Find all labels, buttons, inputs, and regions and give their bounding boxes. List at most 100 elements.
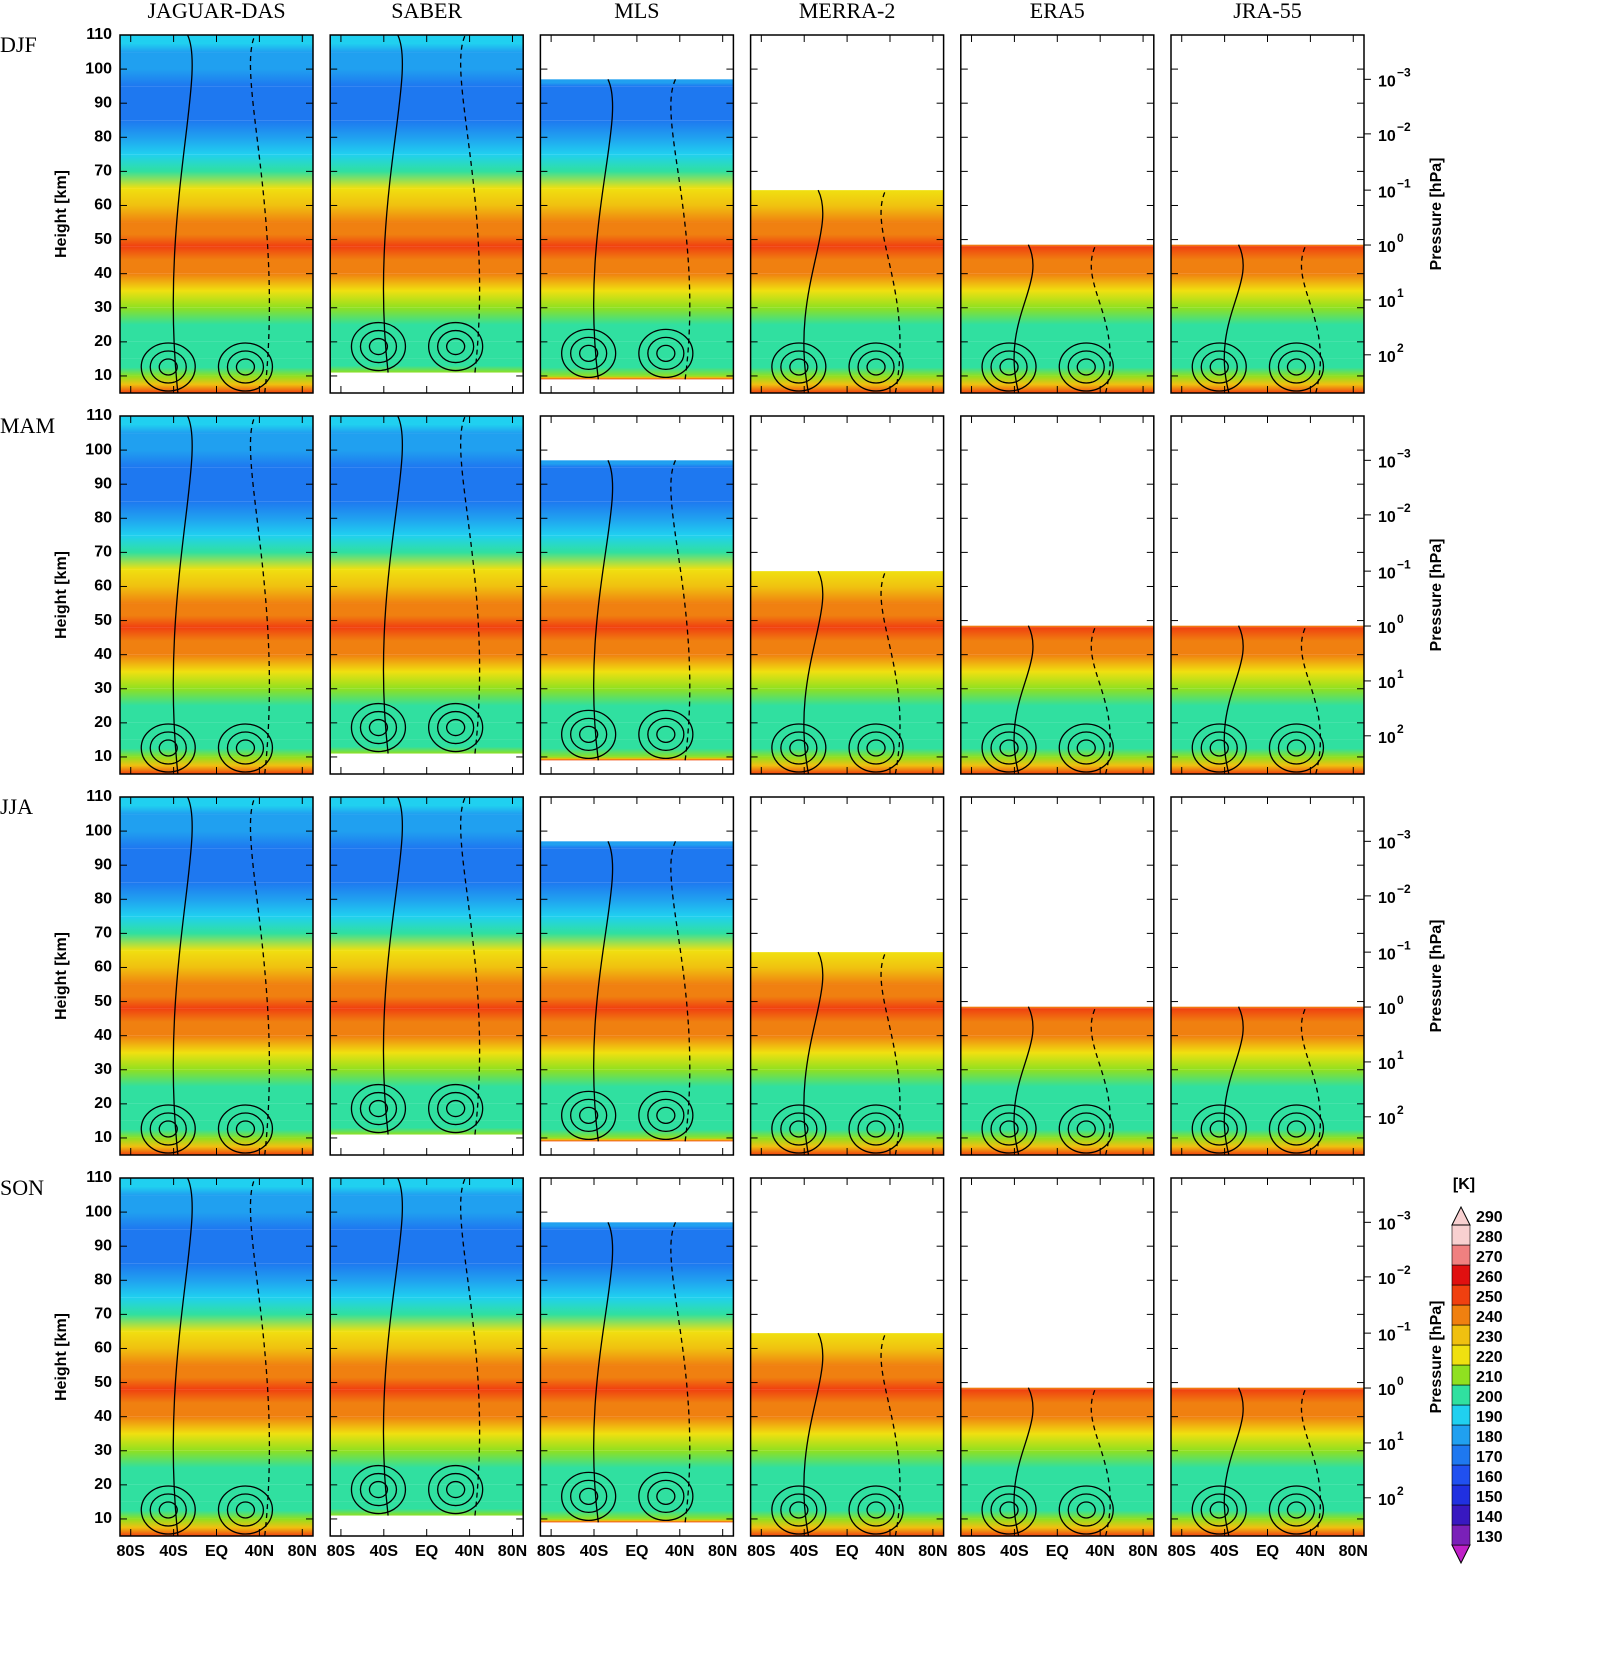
colorbar-label: 170 bbox=[1476, 1449, 1503, 1466]
temperature-band bbox=[960, 1103, 1154, 1121]
y-axis-label: Height [km] bbox=[53, 170, 70, 258]
temperature-band bbox=[330, 797, 524, 815]
temperature-band bbox=[120, 1484, 313, 1502]
contour-line bbox=[1076, 739, 1096, 757]
temperature-band bbox=[330, 273, 524, 308]
y-tick-label: 20 bbox=[94, 333, 112, 350]
y-tick-label: 20 bbox=[94, 714, 112, 731]
contour-line bbox=[235, 1120, 256, 1138]
contour-line bbox=[1223, 625, 1244, 775]
x-tick-label: 40S bbox=[370, 1543, 399, 1560]
temperature-band bbox=[330, 86, 524, 121]
y-tick-label: 50 bbox=[94, 1374, 112, 1391]
temperature-band bbox=[120, 416, 313, 434]
contour-line bbox=[656, 1487, 676, 1506]
contour-line bbox=[593, 460, 614, 761]
temperature-band bbox=[330, 154, 524, 189]
temperature-band bbox=[120, 654, 313, 689]
contour-line bbox=[561, 1471, 617, 1522]
temperature-band bbox=[120, 501, 313, 536]
temperature-band bbox=[960, 1501, 1154, 1519]
temperature-band bbox=[960, 627, 1154, 655]
colorbar-segment bbox=[1451, 1264, 1471, 1286]
colorbar-label: 250 bbox=[1476, 1289, 1503, 1306]
temperature-band bbox=[120, 882, 313, 917]
temperature-band bbox=[750, 273, 944, 308]
contour-line bbox=[436, 1091, 475, 1126]
x-tick-label: 40N bbox=[665, 1543, 694, 1560]
temperature-band bbox=[120, 797, 313, 815]
temperature-band bbox=[330, 222, 524, 247]
x-tick-label: 80S bbox=[327, 1543, 356, 1560]
colorbar-segment bbox=[1451, 1484, 1471, 1506]
temperature-band bbox=[1171, 246, 1364, 274]
temperature-band bbox=[330, 1263, 524, 1298]
temperature-band bbox=[120, 916, 313, 951]
temperature-band bbox=[330, 739, 524, 754]
y-tick-label: 50 bbox=[94, 231, 112, 248]
temperature-band bbox=[750, 1389, 944, 1417]
temperature-band bbox=[330, 467, 524, 502]
temperature-band bbox=[120, 739, 313, 757]
contour-line bbox=[140, 1104, 196, 1154]
temperature-band bbox=[120, 1389, 313, 1417]
pressure-tick-label: 10 bbox=[1378, 1217, 1396, 1234]
y-tick-label: 90 bbox=[94, 475, 112, 492]
contour-line bbox=[226, 1493, 265, 1527]
contour-line bbox=[579, 1487, 599, 1506]
contour-line bbox=[158, 1501, 178, 1519]
contour-line bbox=[217, 342, 274, 392]
contour-line bbox=[1191, 1104, 1247, 1154]
contour-line bbox=[570, 336, 608, 371]
temperature-band bbox=[540, 120, 734, 155]
temperature-band bbox=[750, 952, 944, 985]
temperature-band bbox=[330, 1450, 524, 1485]
temperature-band bbox=[540, 341, 734, 359]
y-tick-label: 100 bbox=[85, 441, 112, 458]
temperature-band bbox=[120, 722, 313, 740]
temperature-band bbox=[1171, 627, 1364, 655]
temperature-band bbox=[750, 1416, 944, 1451]
temperature-band bbox=[750, 1008, 944, 1036]
temperature-band bbox=[540, 1137, 734, 1142]
y-tick-label: 40 bbox=[94, 1408, 112, 1425]
x-tick-label: 80N bbox=[918, 1543, 947, 1560]
y-tick-label: 30 bbox=[94, 1442, 112, 1459]
pressure-tick-exponent: 0 bbox=[1397, 1374, 1404, 1388]
temperature-band bbox=[540, 950, 734, 985]
y-tick-label: 70 bbox=[94, 163, 112, 180]
temperature-band bbox=[540, 654, 734, 689]
x-tick-label: 80N bbox=[1339, 1543, 1368, 1560]
temperature-band bbox=[750, 571, 944, 604]
y-tick-label: 90 bbox=[94, 94, 112, 111]
contours bbox=[1191, 1006, 1325, 1156]
y-tick-label: 100 bbox=[85, 822, 112, 839]
temperature-band bbox=[960, 1450, 1154, 1485]
contour-line bbox=[803, 189, 824, 394]
contour-line bbox=[368, 1099, 389, 1118]
contours bbox=[350, 34, 484, 373]
temperature-band bbox=[330, 722, 524, 740]
temperature-band bbox=[330, 35, 524, 53]
contour-line bbox=[1200, 1493, 1238, 1527]
temperature-band bbox=[540, 307, 734, 342]
contour-line bbox=[1300, 1006, 1321, 1156]
contour-line bbox=[427, 321, 484, 372]
temperature-band bbox=[120, 1229, 313, 1264]
temperature-band bbox=[750, 722, 944, 740]
contour-line bbox=[1067, 1112, 1105, 1146]
contours bbox=[350, 415, 484, 754]
contours bbox=[771, 570, 904, 775]
contour-line bbox=[1277, 350, 1316, 384]
y-tick-label: 50 bbox=[94, 612, 112, 629]
temperature-band bbox=[540, 1008, 734, 1036]
contour-line bbox=[656, 344, 676, 363]
temperature-band bbox=[330, 501, 524, 536]
x-tick-label: 40S bbox=[1210, 1543, 1239, 1560]
contour-line bbox=[771, 1104, 827, 1154]
temperature-band bbox=[750, 654, 944, 689]
temperature-band bbox=[540, 86, 734, 121]
contour-line bbox=[656, 1106, 676, 1125]
contour-line bbox=[848, 1104, 904, 1154]
contour-line bbox=[857, 350, 895, 384]
